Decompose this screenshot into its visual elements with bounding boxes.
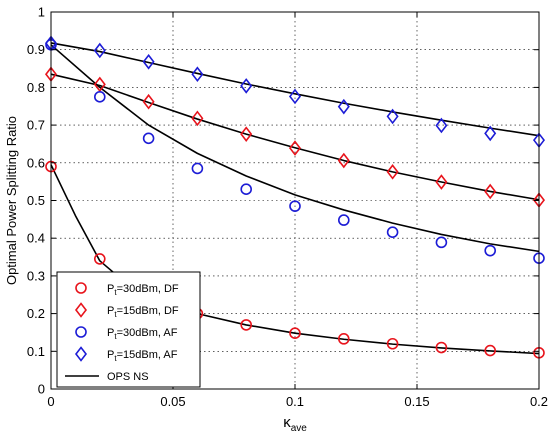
y-tick-label: 0.6 [27,155,45,170]
data-point [435,341,448,354]
data-point [435,117,448,134]
fit-curve-1 [50,73,540,201]
data-point [484,183,497,200]
data-point [240,126,253,142]
data-point [386,226,399,238]
x-tick-label: 0.15 [404,394,429,409]
data-point [142,53,155,70]
data-point [435,236,448,249]
data-point [142,93,155,110]
x-tick-label: 0.1 [286,394,304,409]
legend-label: OPS NS [107,371,149,383]
legend-marker [75,326,87,338]
legend: Pt=30dBm, DF Pt=15dBm, DF Pt=30dBm, AF Pt=1… [56,271,201,388]
fit-curve-3 [50,42,540,137]
data-point [191,162,204,175]
y-tick-label: 0.7 [27,118,45,133]
fit-curve-2 [50,44,540,253]
y-tick-label: 1 [38,5,45,20]
data-point [142,132,155,145]
x-tick-label: 0 [47,394,54,409]
legend-label: Pt=30dBm, DF [107,283,179,297]
data-point [337,152,350,169]
y-tick-label: 0.4 [27,231,45,246]
x-tick-label: 0.2 [530,394,548,409]
data-point [289,200,301,212]
data-point [484,244,497,257]
y-axis-title: Optimal Power Splitting Ratio [4,116,19,285]
data-point [337,98,350,115]
y-tick-label: 0 [38,382,45,397]
tick-layer: 0 0.05 0.1 0.15 0.2 0 0.1 0.2 0.3 0.4 0.5 0.6 0.7 0.8… [27,5,548,410]
x-axis-title: κave [283,414,307,434]
curve-layer [50,42,540,355]
data-point [240,78,253,94]
legend-label: Pt=15dBm, DF [107,305,179,319]
legend-marker [74,302,88,318]
legend-label: Pt=30dBm, AF [107,327,178,341]
legend-marker [74,346,88,362]
data-point [337,214,350,226]
data-point [93,42,106,59]
y-tick-label: 0.1 [27,344,45,359]
data-point [289,327,301,340]
data-point [337,333,350,345]
series-2 [45,38,545,264]
data-point [288,140,302,156]
data-point [386,108,399,125]
data-point [94,91,106,103]
data-point [191,66,204,83]
x-tick-label: 0.05 [160,394,185,409]
data-point [484,125,497,142]
legend-marker [75,282,87,294]
legend-box [56,271,201,388]
data-point [94,253,106,265]
y-tick-label: 0.3 [27,268,45,283]
fit-curve-0 [50,164,540,355]
data-point [240,319,252,331]
data-point [484,344,497,357]
y-tick-label: 0.5 [27,193,45,208]
data-point [386,337,399,350]
data-point [386,164,399,180]
legend-label: Pt=15dBm, AF [107,349,178,363]
y-tick-label: 0.8 [27,80,45,95]
data-point [191,110,204,127]
y-tick-label: 0.9 [27,42,45,57]
y-tick-label: 0.2 [27,306,45,321]
data-point [240,183,252,195]
data-point [288,88,302,105]
data-point [435,174,448,190]
data-point [93,76,106,93]
